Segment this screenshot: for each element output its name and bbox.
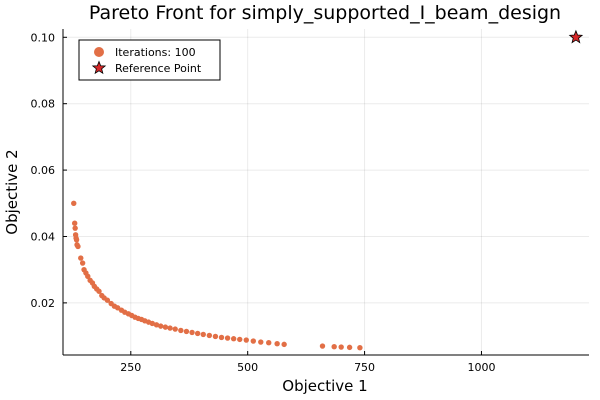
pareto-point [243, 337, 249, 343]
pareto-point [183, 328, 190, 335]
pareto-point [258, 339, 264, 345]
pareto-point [230, 336, 237, 342]
x-tick-label: 250 [120, 361, 141, 374]
pareto-point [75, 243, 81, 250]
pareto-point [274, 341, 280, 347]
pareto-point [212, 333, 219, 340]
data-points [71, 29, 584, 351]
pareto-point [85, 273, 91, 280]
pareto-point [158, 323, 164, 329]
x-axis-label: Objective 1 [282, 377, 367, 395]
pareto-point [200, 331, 206, 338]
pareto-point [167, 325, 173, 331]
reference-point-marker [568, 29, 584, 44]
x-tick-label: 500 [237, 361, 258, 374]
axes [62, 29, 589, 356]
pareto-point [71, 220, 78, 226]
pareto-point [172, 326, 178, 332]
legend-label: Iterations: 100 [115, 46, 196, 59]
pareto-point [218, 334, 225, 341]
ticks: 250 500 750 1000 0.02 0.04 0.06 0.08 0.10 [31, 31, 496, 374]
pareto-point [162, 324, 169, 330]
pareto-point [206, 332, 213, 339]
pareto-point [224, 335, 231, 341]
legend-label: Reference Point [115, 62, 202, 75]
pareto-point [72, 225, 78, 231]
pareto-point [178, 327, 184, 334]
x-tick-label: 1000 [467, 361, 495, 374]
y-tick-label: 0.10 [31, 31, 56, 44]
pareto-point [237, 336, 243, 343]
x-tick-label: 750 [354, 361, 375, 374]
pareto-point [281, 341, 287, 348]
pareto-point [331, 344, 337, 350]
chart-title: Pareto Front for simply_supported_I_beam… [89, 2, 561, 24]
pareto-point [104, 297, 111, 303]
pareto-point [79, 260, 86, 266]
legend: Iterations: 100 Reference Point [78, 39, 221, 81]
pareto-point [153, 322, 160, 328]
pareto-point [149, 320, 156, 327]
y-tick-label: 0.02 [31, 297, 56, 310]
pareto-point [78, 255, 84, 261]
pareto-point [189, 329, 195, 336]
y-axis-label: Objective 2 [3, 149, 21, 234]
legend-circle-icon [94, 47, 104, 57]
pareto-point [250, 338, 256, 344]
pareto-point [194, 330, 201, 337]
legend-star-icon [91, 60, 107, 75]
pareto-point [96, 288, 102, 294]
pareto-point [266, 340, 272, 346]
pareto-point [71, 200, 77, 206]
pareto-point [346, 344, 353, 351]
grid-lines [63, 29, 589, 355]
pareto-point [319, 343, 326, 349]
pareto-point [357, 344, 363, 351]
pareto-point [73, 237, 80, 243]
pareto-point [338, 344, 344, 350]
y-tick-label: 0.04 [31, 230, 56, 243]
y-tick-label: 0.06 [31, 164, 56, 177]
y-tick-label: 0.08 [31, 98, 56, 111]
